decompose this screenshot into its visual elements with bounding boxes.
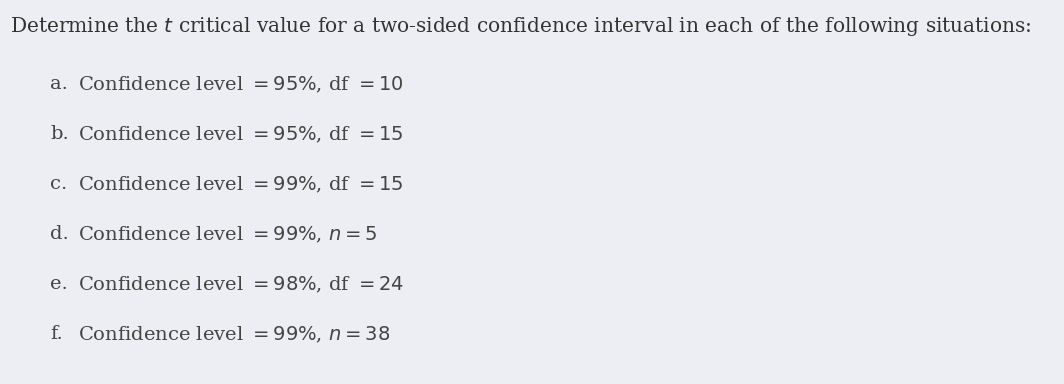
Text: f.: f. [50,325,63,343]
Text: b.: b. [50,125,69,143]
Text: Determine the $t$ critical value for a two-sided confidence interval in each of : Determine the $t$ critical value for a t… [10,15,1032,38]
Text: d.: d. [50,225,69,243]
Text: Confidence level $= 99\%$, $n = 5$: Confidence level $= 99\%$, $n = 5$ [78,225,378,245]
Text: e.: e. [50,275,68,293]
Text: Confidence level $= 95\%$, df $= 15$: Confidence level $= 95\%$, df $= 15$ [78,125,403,145]
Text: Confidence level $= 98\%$, df $= 24$: Confidence level $= 98\%$, df $= 24$ [78,275,404,295]
Text: Confidence level $= 95\%$, df $= 10$: Confidence level $= 95\%$, df $= 10$ [78,75,403,95]
Text: Confidence level $= 99\%$, df $= 15$: Confidence level $= 99\%$, df $= 15$ [78,175,403,195]
Text: a.: a. [50,75,68,93]
Text: Confidence level $= 99\%$, $n = 38$: Confidence level $= 99\%$, $n = 38$ [78,325,390,345]
Text: c.: c. [50,175,67,193]
